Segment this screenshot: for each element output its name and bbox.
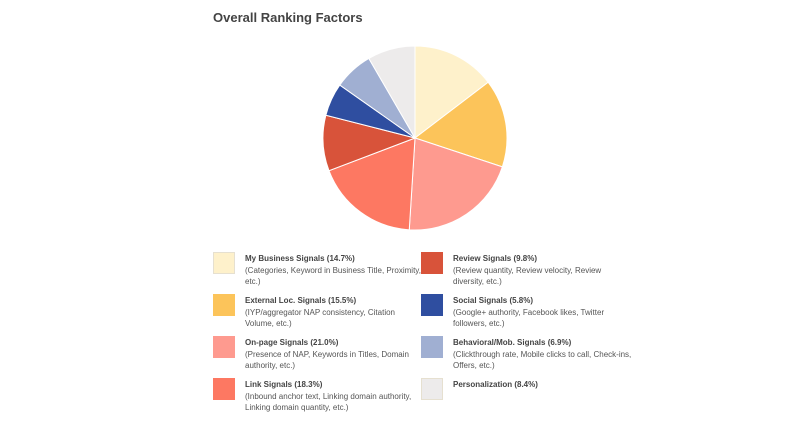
pie-chart	[322, 45, 508, 231]
legend-swatch	[213, 294, 235, 316]
legend-description: (Presence of NAP, Keywords in Titles, Do…	[245, 349, 409, 371]
legend-swatch	[213, 252, 235, 274]
legend-swatch	[213, 378, 235, 400]
legend-swatch	[421, 378, 443, 400]
pie-slice-external-loc-signals[interactable]	[413, 81, 508, 168]
legend-label: On-page Signals (21.0%)	[245, 338, 339, 347]
legend-item-my-business-signals[interactable]: My Business Signals (14.7%) (Categories, …	[213, 252, 421, 296]
legend-description: (Google+ authority, Facebook likes, Twit…	[453, 307, 605, 329]
legend-item-external-loc-signals[interactable]: External Loc. Signals (15.5%) (IYP/aggreg…	[213, 294, 413, 338]
pie-slice-link-signals[interactable]	[328, 137, 416, 231]
legend-item-behavioral-mob-signals[interactable]: Behavioral/Mob. Signals (6.9%) (Clickthro…	[421, 336, 631, 380]
legend-item-on-page-signals[interactable]: On-page Signals (21.0%) (Presence of NAP,…	[213, 336, 413, 380]
chart-title: Overall Ranking Factors	[213, 10, 363, 25]
legend-label: Personalization (8.4%)	[453, 380, 538, 389]
legend-label: Review Signals (9.8%)	[453, 254, 538, 263]
legend-text: My Business Signals (14.7%) (Categories, …	[245, 253, 425, 288]
legend-item-review-signals[interactable]: Review Signals (9.8%) (Review quantity, R…	[421, 252, 621, 296]
legend-swatch	[421, 336, 443, 358]
legend-item-personalization[interactable]: Personalization (8.4%)	[421, 378, 621, 422]
legend-label: External Loc. Signals (15.5%)	[245, 296, 357, 305]
legend-description: (Inbound anchor text, Linking domain aut…	[245, 391, 412, 413]
pie-slice-personalization[interactable]	[368, 45, 416, 140]
legend-description: (Review quantity, Review velocity, Revie…	[453, 265, 602, 287]
legend-text: Social Signals (5.8%) (Google+ authority,…	[453, 295, 633, 330]
legend-text: On-page Signals (21.0%) (Presence of NAP,…	[245, 337, 425, 372]
legend-swatch	[421, 252, 443, 274]
legend-label: Behavioral/Mob. Signals (6.9%)	[453, 338, 572, 347]
legend-text: Review Signals (9.8%) (Review quantity, R…	[453, 253, 633, 288]
legend-swatch	[421, 294, 443, 316]
legend-swatch	[213, 336, 235, 358]
legend-description: (Categories, Keyword in Business Title, …	[245, 265, 421, 287]
legend-item-link-signals[interactable]: Link Signals (18.3%) (Inbound anchor text…	[213, 378, 413, 422]
legend-description: (IYP/aggregator NAP consistency, Citatio…	[245, 307, 395, 329]
legend-label: Link Signals (18.3%)	[245, 380, 323, 389]
pie-slice-my-business-signals[interactable]	[414, 45, 489, 140]
legend-label: Social Signals (5.8%)	[453, 296, 534, 305]
legend-description: (Clickthrough rate, Mobile clicks to cal…	[453, 349, 632, 371]
legend-text: External Loc. Signals (15.5%) (IYP/aggreg…	[245, 295, 425, 330]
legend-label: My Business Signals (14.7%)	[245, 254, 355, 263]
pie-slice-on-page-signals[interactable]	[408, 137, 503, 231]
legend-item-social-signals[interactable]: Social Signals (5.8%) (Google+ authority,…	[421, 294, 621, 338]
legend-text: Link Signals (18.3%) (Inbound anchor text…	[245, 379, 425, 414]
legend-text: Behavioral/Mob. Signals (6.9%) (Clickthro…	[453, 337, 633, 372]
legend-text: Personalization (8.4%)	[453, 379, 633, 391]
